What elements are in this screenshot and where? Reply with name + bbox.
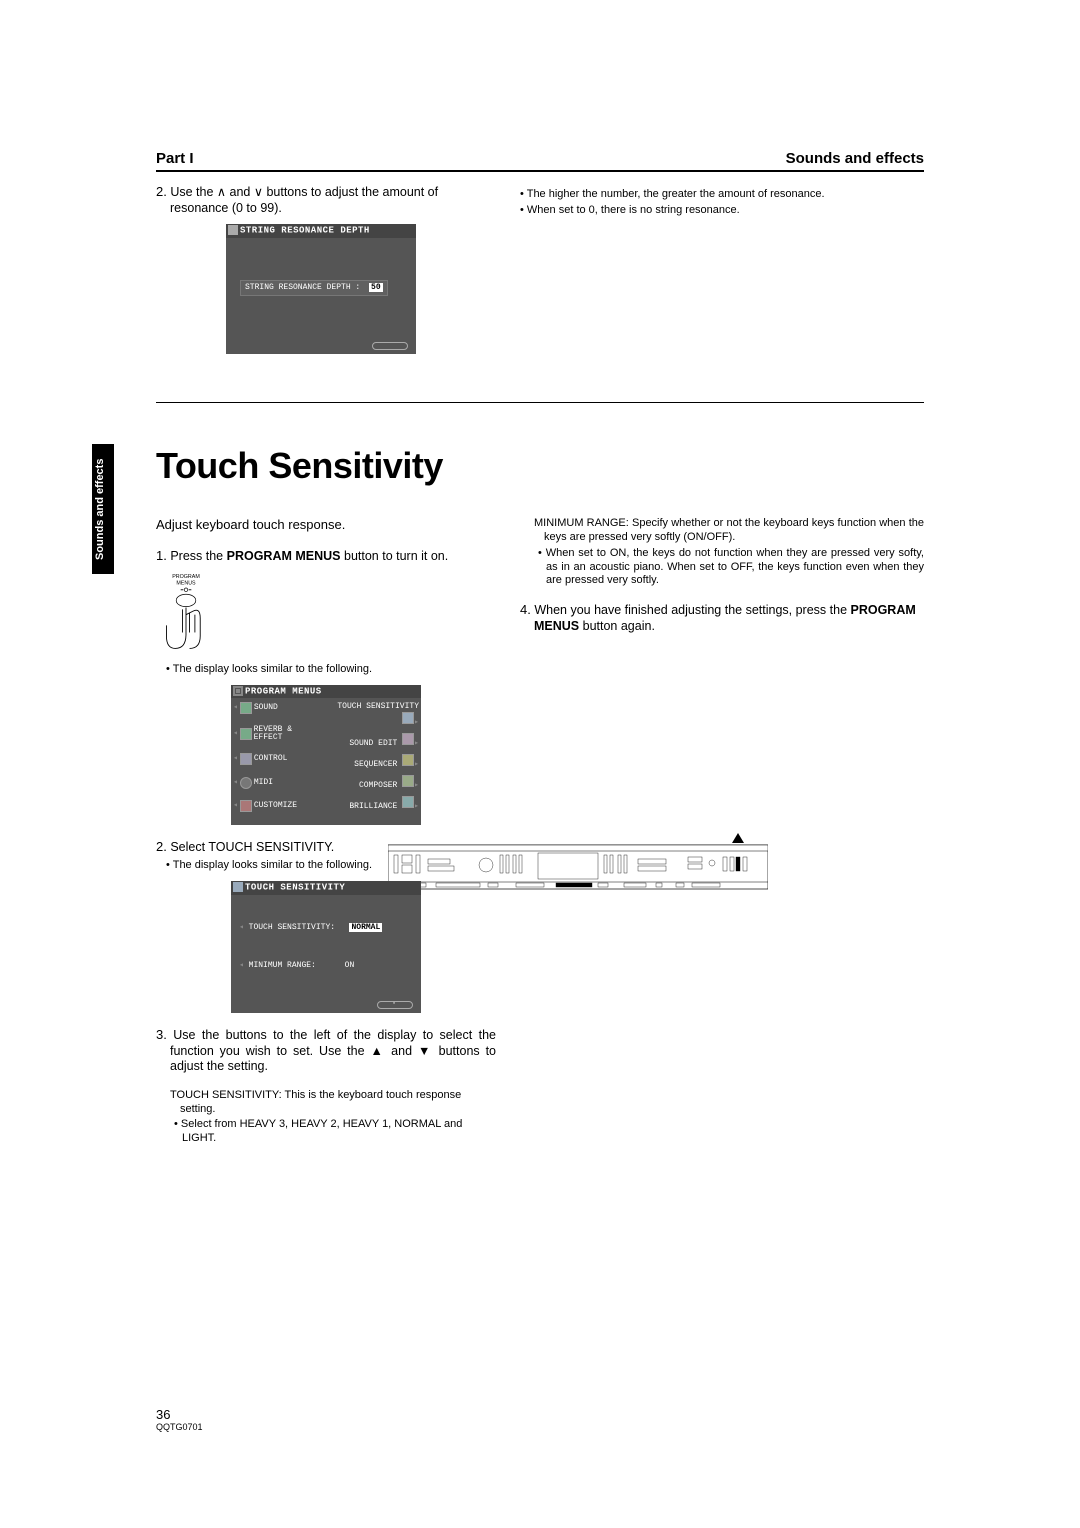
resonance-note1: The higher the number, the greater the a… bbox=[510, 188, 924, 202]
pm-title: PROGRAM MENUS bbox=[245, 686, 322, 696]
page-number: 36 bbox=[156, 1407, 203, 1422]
touch-step1: 1. Press the PROGRAM MENUS button to tur… bbox=[156, 548, 496, 565]
min-range-desc: MINIMUM RANGE: Specify whether or not th… bbox=[520, 517, 924, 545]
pm-l1: REVERB & EFFECT bbox=[254, 726, 324, 742]
keyboard-panel-diagram bbox=[388, 833, 768, 891]
ts-r1l: TOUCH SENSITIVITY: bbox=[249, 923, 335, 932]
display-note1: The display looks similar to the followi… bbox=[156, 663, 496, 677]
resonance-note2: When set to 0, there is no string resona… bbox=[510, 204, 924, 218]
doc-code: QQTG0701 bbox=[156, 1422, 203, 1432]
pm-l2: CONTROL bbox=[254, 754, 288, 764]
srd-value: 50 bbox=[369, 283, 383, 292]
srd-label: STRING RESONANCE DEPTH : bbox=[245, 283, 360, 292]
string-resonance-screen: STRING RESONANCE DEPTH STRING RESONANCE … bbox=[226, 224, 416, 354]
touch-step3: 3. Use the buttons to the left of the di… bbox=[156, 1027, 496, 1075]
page-header: Part I Sounds and effects bbox=[156, 150, 924, 172]
pm-r2: SEQUENCER bbox=[354, 760, 397, 769]
resonance-step2-text: Use the ∧ and ∨ buttons to adjust the am… bbox=[170, 185, 438, 215]
pb-bot: MENUS bbox=[176, 581, 196, 587]
ts-title: TOUCH SENSITIVITY bbox=[245, 882, 345, 892]
touch-sensitivity-screen: TOUCH SENSITIVITY ◂ TOUCH SENSITIVITY: N… bbox=[231, 881, 421, 1013]
min-range-bullet: When set to ON, the keys do not function… bbox=[520, 547, 924, 588]
t3: Use the buttons to the left of the displ… bbox=[170, 1028, 496, 1073]
program-menus-screen: PROGRAM MENUS ◂ SOUND ◂ REVERB & EFFECT … bbox=[231, 685, 421, 825]
t4c: button again. bbox=[579, 619, 655, 633]
t4a: When you have finished adjusting the set… bbox=[534, 603, 850, 617]
page-footer: 36 QQTG0701 bbox=[156, 1407, 203, 1432]
pm-l3: MIDI bbox=[254, 778, 273, 788]
ts-desc: TOUCH SENSITIVITY: This is the keyboard … bbox=[156, 1089, 496, 1117]
side-section-tab: Sounds and effects bbox=[92, 444, 114, 574]
t1c: button to turn it on. bbox=[341, 549, 449, 563]
ts-r1v: NORMAL bbox=[349, 923, 382, 932]
ts-bullet: Select from HEAVY 3, HEAVY 2, HEAVY 1, N… bbox=[156, 1118, 496, 1146]
touch-intro: Adjust keyboard touch response. bbox=[156, 517, 496, 533]
srd-title: STRING RESONANCE DEPTH bbox=[240, 226, 370, 236]
t1a: Press the bbox=[170, 549, 226, 563]
pm-l4: CUSTOMIZE bbox=[254, 801, 297, 811]
header-left: Part I bbox=[156, 150, 194, 167]
t1b: PROGRAM MENUS bbox=[227, 549, 341, 563]
pm-l0: SOUND bbox=[254, 703, 278, 713]
program-menus-button-diagram: PROGRAM MENUS bbox=[156, 572, 216, 652]
header-right: Sounds and effects bbox=[786, 150, 924, 167]
resonance-step2: 2. Use the ∧ and ∨ buttons to adjust the… bbox=[156, 184, 486, 216]
section-title: Touch Sensitivity bbox=[156, 445, 924, 487]
ts-r2v: ON bbox=[345, 961, 355, 970]
pm-r1: SOUND EDIT bbox=[349, 739, 397, 748]
touch-step4: 4. When you have finished adjusting the … bbox=[520, 602, 924, 634]
ts-r2l: MINIMUM RANGE: bbox=[249, 961, 316, 970]
pb-top: PROGRAM bbox=[172, 574, 200, 580]
pm-r4: BRILLIANCE bbox=[349, 802, 397, 811]
t2a: Select TOUCH SENSITIVITY. bbox=[170, 840, 334, 854]
pm-r0: TOUCH SENSITIVITY bbox=[337, 702, 419, 711]
pm-r3: COMPOSER bbox=[359, 781, 397, 790]
